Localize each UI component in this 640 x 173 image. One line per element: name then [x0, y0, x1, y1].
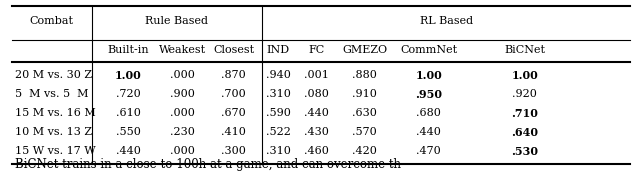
Text: CommNet: CommNet	[400, 45, 458, 55]
Text: .000: .000	[170, 70, 195, 80]
Text: .630: .630	[353, 108, 377, 118]
Text: .460: .460	[305, 146, 329, 156]
Text: .940: .940	[266, 70, 291, 80]
Text: .440: .440	[417, 127, 441, 137]
Text: GMEZO: GMEZO	[342, 45, 387, 55]
Text: .310: .310	[266, 146, 291, 156]
Text: 5  M vs. 5  M: 5 M vs. 5 M	[15, 89, 88, 99]
Text: .570: .570	[353, 127, 377, 137]
Text: IND: IND	[267, 45, 290, 55]
Text: 1.00: 1.00	[511, 70, 538, 81]
Text: .440: .440	[116, 146, 140, 156]
Text: .310: .310	[266, 89, 291, 99]
Text: .420: .420	[353, 146, 377, 156]
Text: .550: .550	[116, 127, 140, 137]
Text: .920: .920	[513, 89, 537, 99]
Text: .001: .001	[305, 70, 329, 80]
Text: RL Based: RL Based	[420, 16, 473, 26]
Text: .900: .900	[170, 89, 195, 99]
Text: BiCNet: BiCNet	[504, 45, 545, 55]
Text: .610: .610	[116, 108, 140, 118]
Text: Combat: Combat	[29, 16, 74, 26]
Text: .700: .700	[221, 89, 246, 99]
Text: 1.00: 1.00	[415, 70, 442, 81]
Text: .080: .080	[305, 89, 329, 99]
Text: .410: .410	[221, 127, 246, 137]
Text: .670: .670	[221, 108, 246, 118]
Text: .710: .710	[511, 108, 538, 119]
Text: FC: FC	[308, 45, 325, 55]
Text: .640: .640	[511, 127, 538, 138]
Text: .470: .470	[417, 146, 441, 156]
Text: .430: .430	[305, 127, 329, 137]
Text: .300: .300	[221, 146, 246, 156]
Text: .950: .950	[415, 89, 442, 100]
Text: .440: .440	[305, 108, 329, 118]
Text: 10 M vs. 13 Z: 10 M vs. 13 Z	[15, 127, 92, 137]
Text: 15 M vs. 16 M: 15 M vs. 16 M	[15, 108, 95, 118]
Text: .530: .530	[511, 146, 538, 157]
Text: .230: .230	[170, 127, 195, 137]
Text: 15 W vs. 17 W: 15 W vs. 17 W	[15, 146, 95, 156]
Text: Closest: Closest	[213, 45, 254, 55]
Text: .000: .000	[170, 108, 195, 118]
Text: .522: .522	[266, 127, 291, 137]
Text: 20 M vs. 30 Z: 20 M vs. 30 Z	[15, 70, 92, 80]
Text: .880: .880	[353, 70, 377, 80]
Text: .000: .000	[170, 146, 195, 156]
Text: .720: .720	[116, 89, 140, 99]
Text: .870: .870	[221, 70, 246, 80]
Text: Built-in: Built-in	[107, 45, 149, 55]
Text: BiCNet trains in a close-to-100h at a game, and can overcome th: BiCNet trains in a close-to-100h at a ga…	[15, 158, 401, 171]
Text: .910: .910	[353, 89, 377, 99]
Text: 1.00: 1.00	[115, 70, 141, 81]
Text: Weakest: Weakest	[159, 45, 206, 55]
Text: .680: .680	[417, 108, 441, 118]
Text: Rule Based: Rule Based	[145, 16, 209, 26]
Text: .590: .590	[266, 108, 291, 118]
